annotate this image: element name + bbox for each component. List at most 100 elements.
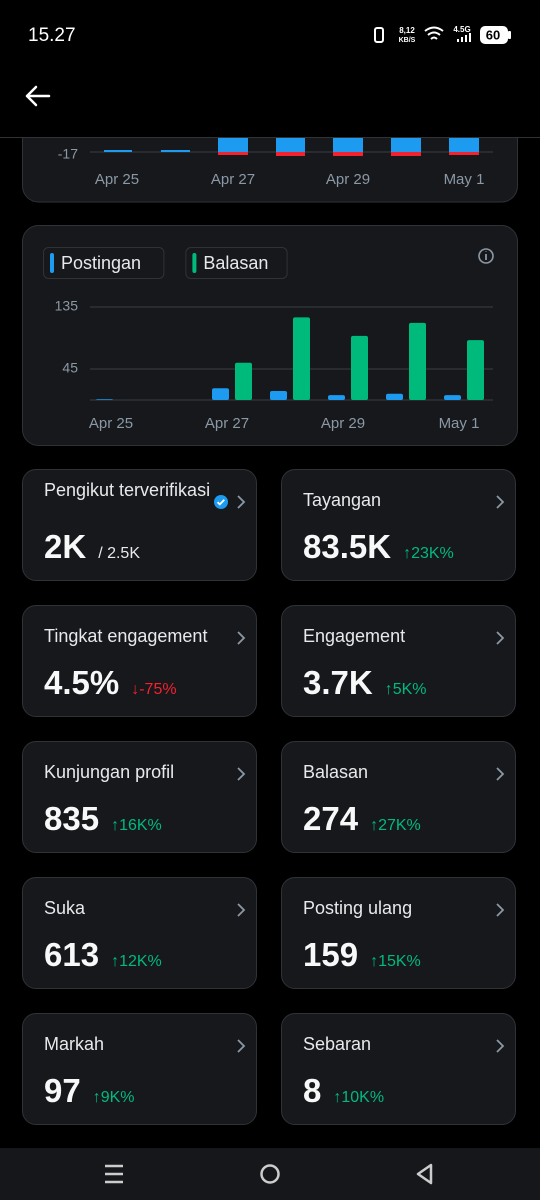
battery-tip (508, 31, 511, 39)
legend-label: Postingan (61, 253, 141, 273)
y-tick-label: -17 (58, 146, 78, 162)
nav-back[interactable] (416, 1163, 433, 1185)
x-tick-label: Apr 25 (95, 171, 139, 188)
chevron (496, 631, 505, 645)
bar (235, 362, 252, 400)
chevron (496, 1039, 505, 1053)
chart: 45 135 Postingan Balasan Apr 25 Apr 27 Apr 29 M… (43, 247, 493, 432)
metric-card[interactable]: Tingkat engagement 4.5% ↓-75% (22, 605, 257, 717)
legend-box (43, 247, 165, 279)
card-title: Balasan (303, 762, 369, 782)
chevron (496, 767, 505, 781)
metric-card[interactable]: Sebaran 8 ↑10K% (281, 1013, 516, 1125)
header-bg (0, 0, 540, 137)
bar (467, 340, 484, 400)
wifi-icon (424, 26, 444, 40)
bar (409, 322, 426, 400)
card-value: 2K (44, 528, 87, 565)
nav-bar (0, 1148, 540, 1200)
legend-box (185, 247, 288, 279)
card-title: Kunjungan profil (44, 762, 175, 782)
signal-icon (457, 33, 471, 42)
bar (218, 137, 248, 152)
card-row: 3.7K ↑5K% (303, 664, 427, 702)
card-value: 97 (44, 1072, 81, 1109)
card-change: ↑10K% (333, 1089, 385, 1106)
vibrate-icon (374, 27, 384, 43)
bar (293, 317, 310, 400)
metric-card[interactable]: Tayangan 83.5K ↑23K% (281, 469, 516, 581)
card-title: Suka (44, 898, 86, 918)
card-title: Tayangan (303, 490, 382, 510)
battery-level: 60 (486, 27, 500, 42)
card-row: 4.5% ↓-75% (44, 664, 177, 702)
bar (212, 388, 229, 400)
bar (270, 391, 287, 400)
legend-swatch (192, 253, 197, 273)
card-row: 274 ↑27K% (303, 800, 421, 838)
battery-icon (480, 26, 508, 44)
card-value: 613 (44, 936, 100, 973)
nav-home[interactable] (260, 1164, 280, 1184)
card-value: 4.5% (44, 664, 120, 701)
x-tick-label: Apr 25 (89, 415, 133, 432)
y-tick-label: 45 (62, 360, 78, 376)
metric-card[interactable]: Kunjungan profil 835 ↑16K% (22, 741, 257, 853)
bar (449, 137, 479, 152)
bar (449, 152, 479, 155)
x-tick-label: Apr 27 (211, 171, 255, 188)
card-change: ↑16K% (111, 817, 162, 834)
card-row: 97 ↑9K% (44, 1072, 135, 1110)
bar (444, 395, 461, 400)
card-change: ↑15K% (370, 953, 421, 970)
bar (351, 335, 368, 400)
card-value: 835 (44, 800, 100, 837)
card-title: Posting ulang (303, 898, 413, 918)
card-value: 83.5K (303, 528, 392, 565)
bar (104, 150, 132, 152)
chevron (237, 495, 246, 509)
metric-card[interactable]: Posting ulang 159 ↑15K% (281, 877, 516, 989)
card-sub: / 2.5K (98, 545, 140, 562)
info-icon[interactable] (478, 248, 494, 264)
status-time: 15.27 (28, 25, 76, 46)
x-tick-label: Apr 29 (321, 415, 365, 432)
bar (391, 152, 421, 156)
card-value: 8 (303, 1072, 322, 1109)
x-tick-label: Apr 27 (205, 415, 249, 432)
bar (333, 137, 363, 152)
chevron (237, 1039, 246, 1053)
bar (96, 399, 113, 400)
card-row: 2K / 2.5K (44, 528, 140, 566)
card-change: ↓-75% (131, 681, 177, 698)
metric-card[interactable]: Balasan 274 ↑27K% (281, 741, 516, 853)
bar (218, 152, 248, 155)
net-speed: 8,12 (399, 26, 415, 35)
card-title: Engagement (303, 626, 406, 646)
back-button[interactable] (25, 85, 51, 107)
bar (333, 152, 363, 156)
bar (161, 150, 190, 152)
metric-card[interactable]: Suka 613 ↑12K% (22, 877, 257, 989)
chevron (496, 495, 505, 509)
metric-card[interactable]: Pengikut terverifikasi 2K / 2.5K (22, 469, 257, 581)
metric-card[interactable]: Markah 97 ↑9K% (22, 1013, 257, 1125)
card-row: 835 ↑16K% (44, 800, 162, 838)
card-change: ↑27K% (370, 817, 421, 834)
metric-card[interactable]: Engagement 3.7K ↑5K% (281, 605, 516, 717)
status-icons: 8,12 KB/S 4.5G 60 (374, 25, 511, 44)
card-value: 274 (303, 800, 359, 837)
y-tick-label: 135 (55, 298, 79, 314)
bar (276, 152, 305, 156)
legend-swatch (50, 253, 54, 273)
card-title: Tingkat engagement (44, 626, 208, 646)
card-change: ↑23K% (403, 545, 454, 562)
card-value: 3.7K (303, 664, 373, 701)
nav-recent[interactable] (105, 1164, 123, 1184)
chevron (237, 767, 246, 781)
top-bars (104, 137, 479, 156)
chevron (237, 903, 246, 917)
x-tick-label: May 1 (444, 171, 485, 188)
